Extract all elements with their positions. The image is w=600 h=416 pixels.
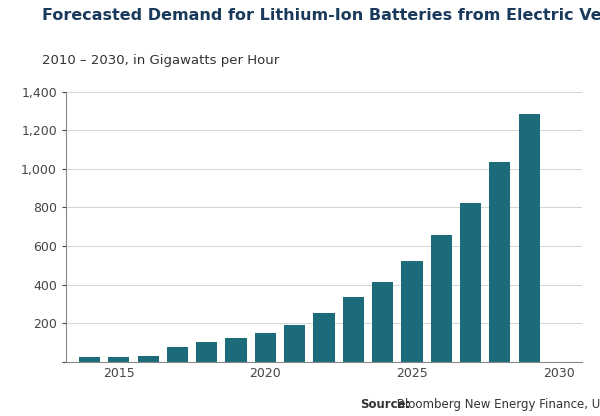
- Bar: [167, 347, 188, 362]
- Bar: [460, 203, 481, 362]
- Bar: [372, 282, 393, 362]
- Text: 2010 – 2030, in Gigawatts per Hour: 2010 – 2030, in Gigawatts per Hour: [42, 54, 279, 67]
- Text: Bloomberg New Energy Finance, U.S. Global Investors: Bloomberg New Energy Finance, U.S. Globa…: [393, 398, 600, 411]
- Bar: [284, 324, 305, 362]
- Bar: [343, 297, 364, 362]
- Bar: [490, 162, 511, 362]
- Bar: [313, 313, 335, 362]
- Bar: [431, 235, 452, 362]
- Bar: [401, 260, 422, 362]
- Bar: [79, 357, 100, 362]
- Bar: [255, 333, 276, 362]
- Text: Forecasted Demand for Lithium-Ion Batteries from Electric Vehicles: Forecasted Demand for Lithium-Ion Batter…: [42, 8, 600, 23]
- Text: Source:: Source:: [360, 398, 410, 411]
- Bar: [518, 114, 540, 362]
- Bar: [226, 338, 247, 362]
- Bar: [108, 357, 130, 362]
- Bar: [137, 356, 158, 362]
- Bar: [196, 342, 217, 362]
